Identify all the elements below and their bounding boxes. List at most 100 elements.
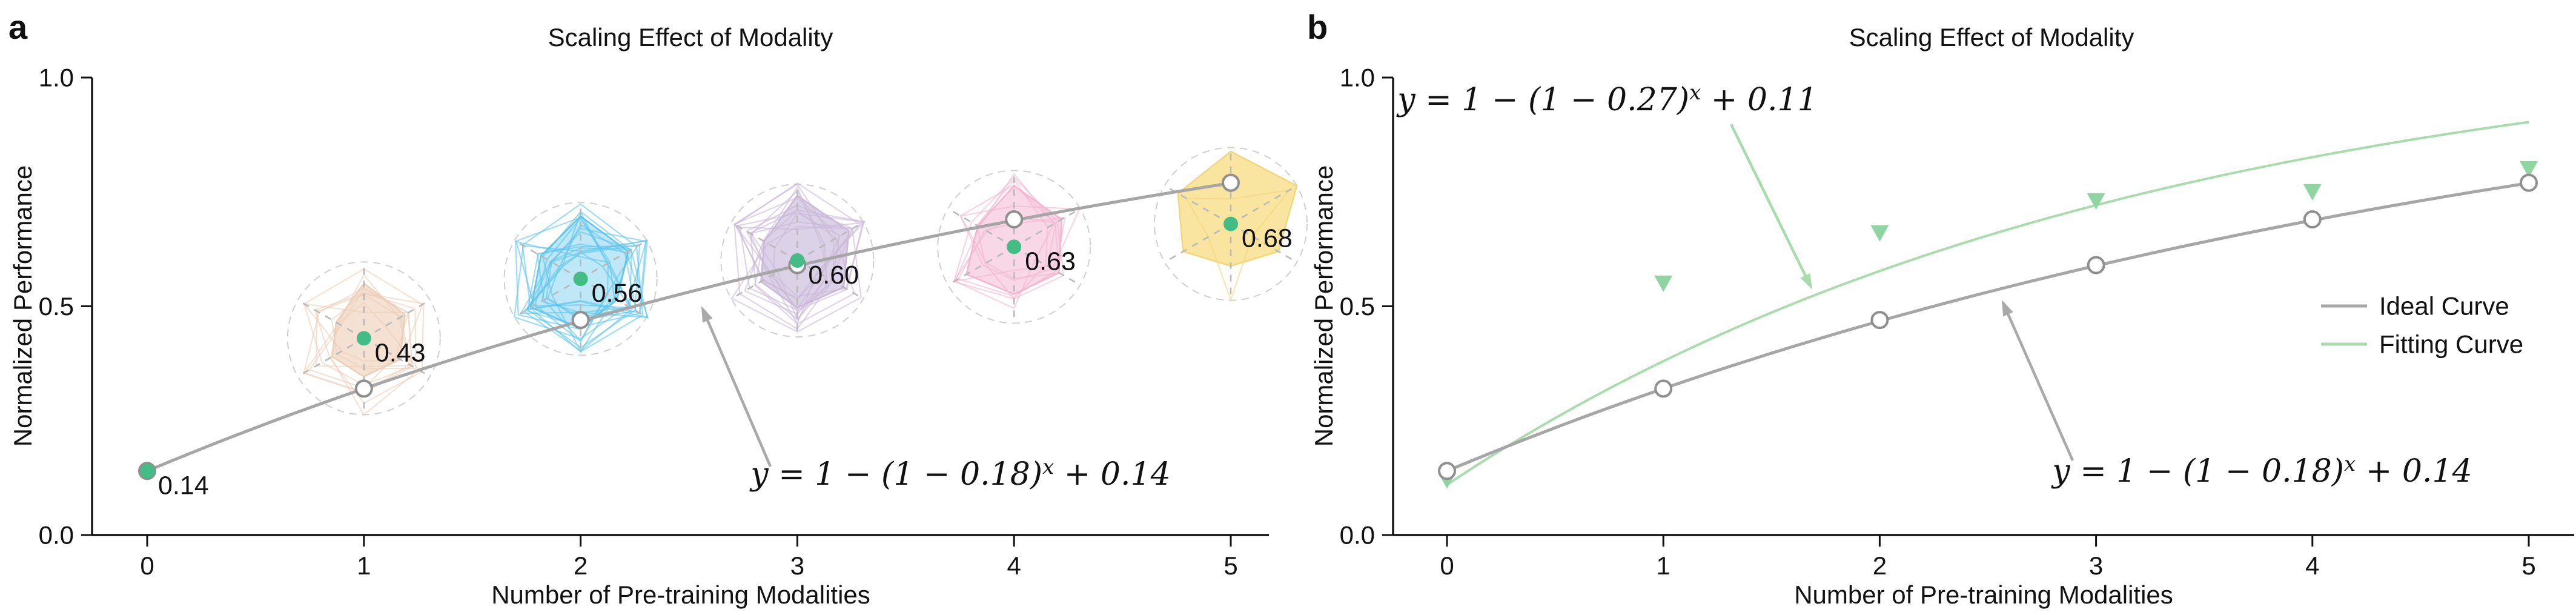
x-tick-label: 2 bbox=[574, 551, 588, 580]
radar-spoke bbox=[1013, 246, 1081, 286]
formula-exponent: x bbox=[1042, 455, 1054, 479]
radar-spoke bbox=[796, 221, 864, 262]
observed-point-value-label: 0.14 bbox=[158, 471, 209, 500]
panel-a-yaxis-label: Normalized Performance bbox=[8, 165, 37, 447]
ideal-curve bbox=[1446, 181, 2529, 473]
observed-point-dot bbox=[1223, 216, 1238, 231]
radar-outer-circle bbox=[937, 170, 1091, 324]
y-tick-label: 1.0 bbox=[39, 64, 74, 92]
annotation-arrow-line bbox=[2005, 311, 2074, 461]
ideal-curve-marker bbox=[1870, 311, 1889, 330]
radar-spoke bbox=[1164, 223, 1231, 263]
observed-point-value-label: 0.63 bbox=[1025, 247, 1076, 276]
ideal-curve-marker bbox=[354, 379, 373, 398]
x-tick-label: 2 bbox=[1873, 551, 1887, 580]
formula-exponent: x bbox=[2344, 452, 2356, 476]
radar-spoke bbox=[363, 299, 431, 339]
x-tick-label: 3 bbox=[2089, 551, 2103, 580]
radar-spoke bbox=[297, 337, 365, 377]
y-tick-label: 0.5 bbox=[1340, 292, 1375, 321]
radar-spoke bbox=[580, 278, 647, 318]
panel-a-formula-annotation: y = 1 − (1 − 0.18)x + 0.14 bbox=[749, 455, 1170, 493]
formula-prefix: y = 1 − (1 − 0.18) bbox=[2051, 453, 2344, 490]
observed-point-dot bbox=[790, 253, 805, 268]
fitting-data-triangle-marker bbox=[1870, 225, 1889, 242]
radar-spoke bbox=[514, 240, 581, 280]
x-tick-label: 0 bbox=[140, 551, 154, 580]
ideal-curve-marker bbox=[2520, 173, 2538, 192]
radar-spoke bbox=[1230, 185, 1297, 225]
x-tick-label: 0 bbox=[1440, 551, 1454, 580]
panel-a-title: Scaling Effect of Modality bbox=[548, 23, 833, 52]
fitting-curve bbox=[1446, 121, 2529, 486]
panel-a-letter: a bbox=[8, 8, 28, 46]
radar-spoke bbox=[1164, 185, 1231, 225]
radar-outer-circle bbox=[503, 202, 658, 356]
y-tick-label: 0.5 bbox=[39, 292, 74, 321]
formula-suffix: + 0.11 bbox=[1701, 82, 1817, 118]
y-tick-label: 1.0 bbox=[1340, 64, 1375, 92]
panel-a-plot: 0.0 0.5 1.0 0 1 2 3 4 5 0.14 0.43 0.56 0.60 0.63 0.68 bbox=[39, 64, 1308, 580]
radar-spoke bbox=[947, 246, 1015, 286]
observed-point-dot bbox=[573, 271, 588, 287]
observed-point-value-label: 0.68 bbox=[1242, 224, 1293, 253]
annotation-arrow-head bbox=[1800, 273, 1812, 290]
legend: Ideal Curve Fitting Curve bbox=[2321, 292, 2523, 359]
formula-prefix: y = 1 − (1 − 0.18) bbox=[749, 456, 1042, 493]
panel-b-plot: 0.0 0.5 1.0 0 1 2 3 4 5 bbox=[1340, 64, 2574, 580]
observed-point-dot bbox=[356, 331, 371, 346]
x-tick-label: 1 bbox=[357, 551, 371, 580]
fitting-data-triangle-marker bbox=[1654, 275, 1673, 292]
ideal-curve-marker bbox=[2087, 256, 2105, 274]
y-tick-label: 0.0 bbox=[1340, 521, 1375, 550]
observed-point-value-label: 0.60 bbox=[808, 261, 859, 290]
radar-spoke bbox=[1013, 208, 1081, 248]
radar-spoke bbox=[514, 278, 581, 318]
radar-outline-polygon bbox=[957, 216, 1066, 298]
panel-a-xaxis-label: Number of Pre-training Modalities bbox=[491, 580, 870, 609]
x-tick-label: 4 bbox=[2305, 551, 2319, 580]
observed-point-value-label: 0.56 bbox=[592, 279, 643, 308]
observed-point-dot bbox=[1007, 239, 1022, 254]
annotation-arrow-line bbox=[705, 317, 772, 467]
panel-b-ideal-formula-annotation: y = 1 − (1 − 0.18)x + 0.14 bbox=[2051, 452, 2472, 490]
radar-spoke bbox=[796, 259, 864, 300]
radar-spoke bbox=[730, 221, 798, 262]
ideal-curve-marker bbox=[1654, 379, 1673, 398]
panel-b-yaxis-label: Normalized Performance bbox=[1310, 165, 1338, 447]
annotation-arrow-head bbox=[2002, 300, 2013, 317]
x-tick-label: 5 bbox=[1223, 551, 1237, 580]
radar-chart-x5 bbox=[1154, 147, 1308, 302]
formula-prefix: y = 1 − (1 − 0.27) bbox=[1396, 82, 1689, 118]
ideal-curve-marker bbox=[571, 311, 590, 330]
ideal-curve-marker bbox=[2303, 210, 2322, 229]
annotation-arrow-head bbox=[701, 306, 713, 323]
x-tick-label: 5 bbox=[2521, 551, 2535, 580]
x-tick-label: 3 bbox=[790, 551, 804, 580]
radar-spoke bbox=[580, 240, 647, 280]
observed-point-dot bbox=[140, 464, 154, 479]
panel-b-title: Scaling Effect of Modality bbox=[1849, 23, 2134, 52]
x-tick-label: 4 bbox=[1007, 551, 1021, 580]
fitting-data-triangle-marker bbox=[2303, 184, 2322, 201]
ideal-curve-marker bbox=[1005, 210, 1024, 229]
radar-spoke bbox=[297, 299, 365, 339]
panel-b-letter: b bbox=[1307, 8, 1328, 46]
fitting-data-triangle-marker bbox=[2520, 161, 2538, 178]
annotation-arrow-line bbox=[1729, 124, 1808, 279]
formula-exponent: x bbox=[1689, 81, 1701, 105]
formula-suffix: + 0.14 bbox=[1054, 456, 1170, 493]
formula-suffix: + 0.14 bbox=[2356, 453, 2472, 490]
observed-point-value-label: 0.43 bbox=[375, 338, 426, 367]
fitting-data-triangle-marker bbox=[2087, 193, 2105, 210]
radar-spoke bbox=[1230, 223, 1297, 263]
legend-ideal-curve-label: Ideal Curve bbox=[2379, 292, 2509, 321]
radar-chart-x3 bbox=[720, 182, 875, 337]
legend-fitting-curve-label: Fitting Curve bbox=[2379, 330, 2523, 359]
ideal-curve-marker bbox=[1222, 173, 1240, 192]
panel-b-xaxis-label: Number of Pre-training Modalities bbox=[1794, 580, 2173, 609]
ideal-curve bbox=[147, 181, 1231, 473]
panel-b-fitting-formula-annotation: y = 1 − (1 − 0.27)x + 0.11 bbox=[1396, 81, 1817, 118]
x-tick-label: 1 bbox=[1657, 551, 1670, 580]
